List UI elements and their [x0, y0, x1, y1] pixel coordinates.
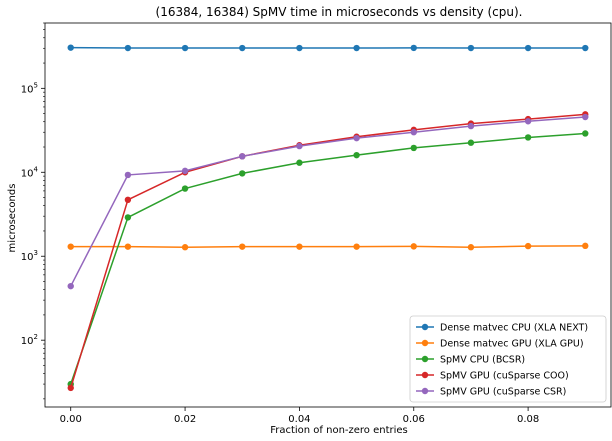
- y-axis-label: microseconds: [7, 184, 18, 253]
- data-point-dense-matvec-gpu-xla-gpu: [524, 242, 532, 250]
- data-point-spmv-gpu-cusparse-csr: [467, 122, 475, 130]
- legend-item: SpMV GPU (cuSparse CSR): [416, 387, 566, 398]
- data-point-spmv-gpu-cusparse-coo: [67, 384, 74, 392]
- legend-label: SpMV GPU (cuSparse CSR): [440, 387, 566, 398]
- data-point-spmv-cpu-bcsr: [124, 214, 132, 221]
- legend-item: Dense matvec GPU (XLA GPU): [416, 339, 584, 350]
- series-line-spmv-cpu-bcsr: [70, 132, 586, 385]
- data-point-spmv-gpu-cusparse-csr: [124, 171, 132, 179]
- legend-item: SpMV GPU (cuSparse COO): [416, 371, 569, 382]
- data-point-spmv-cpu-bcsr: [467, 139, 475, 146]
- y-axis: 102 103 104 105: [21, 22, 45, 400]
- data-point-spmv-gpu-cusparse-csr: [239, 153, 246, 160]
- data-point-spmv-gpu-cusparse-csr: [582, 113, 589, 121]
- data-point-dense-matvec-cpu-xla-next: [239, 44, 246, 52]
- data-point-dense-matvec-cpu-xla-next: [410, 44, 417, 52]
- data-point-dense-matvec-gpu-xla-gpu: [67, 243, 74, 250]
- legend-item: SpMV CPU (BCSR): [416, 355, 525, 366]
- data-point-spmv-gpu-cusparse-csr: [410, 129, 417, 136]
- series-line-spmv-gpu-cusparse-coo: [70, 113, 586, 389]
- chart-title: (16384, 16384) SpMV time in microseconds…: [156, 5, 523, 19]
- data-point-dense-matvec-cpu-xla-next: [181, 44, 189, 52]
- x-tick-label: 0.00: [60, 414, 82, 425]
- plot-frame: [44, 22, 612, 408]
- x-axis-label: Fraction of non-zero entries: [270, 425, 408, 436]
- legend-label: SpMV CPU (BCSR): [440, 355, 525, 366]
- data-point-spmv-gpu-cusparse-coo: [124, 196, 132, 204]
- data-point-dense-matvec-cpu-xla-next: [353, 44, 360, 52]
- data-point-dense-matvec-gpu-xla-gpu: [239, 243, 246, 250]
- data-point-dense-matvec-cpu-xla-next: [124, 44, 132, 52]
- data-point-spmv-gpu-cusparse-csr: [353, 134, 360, 142]
- y-tick-label: 105: [21, 81, 38, 95]
- data-point-dense-matvec-gpu-xla-gpu: [181, 244, 189, 251]
- series-line-dense-matvec-gpu-xla-gpu: [70, 245, 586, 248]
- data-point-dense-matvec-cpu-xla-next: [296, 44, 303, 52]
- legend-label: SpMV GPU (cuSparse COO): [440, 371, 569, 382]
- data-point-spmv-cpu-bcsr: [410, 144, 417, 152]
- data-point-dense-matvec-cpu-xla-next: [582, 44, 589, 52]
- x-tick-label: 0.06: [403, 414, 425, 425]
- data-point-dense-matvec-gpu-xla-gpu: [467, 244, 475, 251]
- legend-swatch-marker: [421, 323, 429, 331]
- y-tick-label: 104: [21, 165, 39, 179]
- data-point-dense-matvec-gpu-xla-gpu: [124, 243, 132, 250]
- y-tick-label: 102: [21, 333, 38, 347]
- x-tick-label: 0.04: [288, 414, 310, 425]
- y-tick-label: 103: [21, 249, 38, 263]
- data-point-dense-matvec-cpu-xla-next: [67, 44, 74, 51]
- data-point-spmv-gpu-cusparse-csr: [67, 282, 74, 290]
- data-point-spmv-cpu-bcsr: [524, 134, 532, 141]
- legend: Dense matvec CPU (XLA NEXT) Dense matvec …: [409, 315, 607, 403]
- data-point-spmv-cpu-bcsr: [239, 170, 246, 177]
- legend-label: Dense matvec CPU (XLA NEXT): [440, 323, 588, 334]
- data-point-spmv-cpu-bcsr: [353, 151, 360, 159]
- data-point-dense-matvec-gpu-xla-gpu: [582, 242, 589, 250]
- plot-area: [44, 22, 612, 408]
- data-point-dense-matvec-cpu-xla-next: [467, 44, 475, 52]
- x-axis: 0.00 0.02 0.04 0.06 0.08: [60, 407, 539, 425]
- legend-swatch-marker: [421, 339, 429, 347]
- legend-swatch-marker: [421, 355, 429, 363]
- data-point-spmv-cpu-bcsr: [582, 130, 589, 137]
- data-point-spmv-gpu-cusparse-csr: [524, 118, 532, 125]
- legend-box: [409, 315, 607, 403]
- legend-swatch-marker: [421, 387, 429, 395]
- legend-item: Dense matvec CPU (XLA NEXT): [416, 323, 588, 334]
- data-point-dense-matvec-gpu-xla-gpu: [353, 243, 360, 250]
- data-point-dense-matvec-cpu-xla-next: [524, 44, 532, 52]
- legend-swatch-marker: [421, 371, 429, 379]
- data-point-spmv-gpu-cusparse-csr: [296, 142, 303, 150]
- x-tick-label: 0.02: [174, 414, 196, 425]
- data-point-dense-matvec-gpu-xla-gpu: [296, 243, 303, 250]
- x-tick-label: 0.08: [517, 414, 539, 425]
- legend-label: Dense matvec GPU (XLA GPU): [440, 339, 584, 350]
- data-point-spmv-cpu-bcsr: [296, 159, 303, 166]
- data-point-dense-matvec-gpu-xla-gpu: [410, 243, 417, 250]
- data-point-spmv-gpu-cusparse-csr: [181, 167, 189, 175]
- series-line-spmv-gpu-cusparse-csr: [70, 116, 586, 287]
- data-point-spmv-cpu-bcsr: [181, 185, 189, 192]
